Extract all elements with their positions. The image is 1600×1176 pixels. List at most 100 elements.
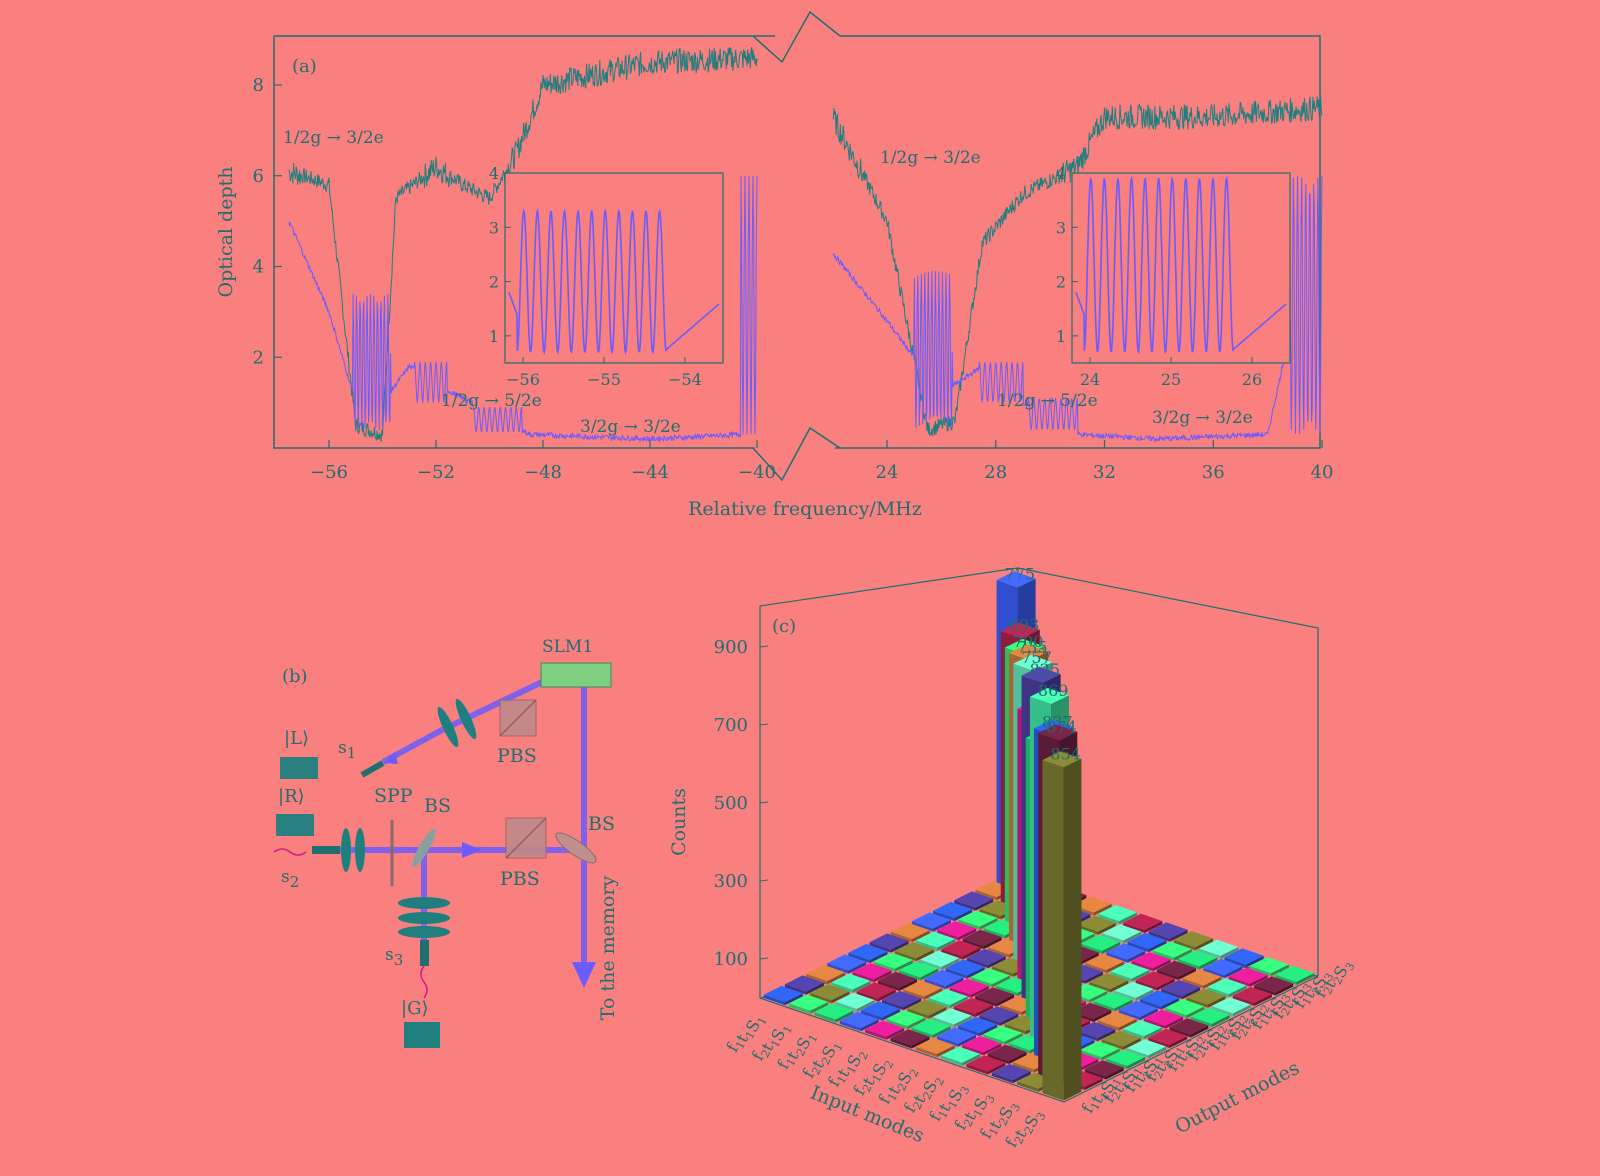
annotation-right-top: 1/2g → 3/2e	[880, 148, 981, 168]
x-tick-label: −48	[524, 462, 562, 483]
panel-c-label: (c)	[772, 616, 796, 637]
series-line	[832, 94, 1323, 437]
bar-offdiagonal	[877, 971, 917, 991]
bar-offdiagonal	[916, 931, 956, 951]
bar-offdiagonal	[860, 1001, 900, 1021]
bar-offdiagonal	[1249, 957, 1289, 977]
panel-b-label: (b)	[282, 666, 308, 687]
x-axis-title: Relative frequency/MHz	[688, 498, 922, 520]
bar-offdiagonal	[814, 1003, 854, 1023]
beam-s1	[381, 669, 587, 970]
bar-offdiagonal	[941, 1046, 981, 1066]
ket-R: |R⟩	[278, 786, 305, 807]
bar-value-label: 735	[1017, 637, 1048, 656]
input-mode-label: f2t2S3	[1001, 1102, 1048, 1155]
bar-offdiagonal	[1122, 1020, 1162, 1040]
bar-offdiagonal	[949, 978, 989, 998]
lens-icon	[398, 912, 450, 924]
lens-icon	[341, 828, 351, 872]
bar-offdiagonal	[890, 1029, 930, 1049]
z-axis-title: Counts	[668, 788, 690, 856]
bar-offdiagonal	[894, 942, 934, 962]
bar-offdiagonal	[911, 1018, 951, 1038]
bar-offdiagonal	[1101, 1030, 1141, 1050]
y-tick-label: 8	[253, 75, 264, 96]
spp-label: SPP	[374, 785, 413, 807]
bar-offdiagonal	[1085, 953, 1125, 974]
series-line	[288, 47, 758, 442]
bar-value-label: 757	[1021, 648, 1052, 667]
bar-offdiagonal	[1080, 1041, 1120, 1061]
bar-offdiagonal	[1275, 965, 1315, 985]
bar-offdiagonal	[873, 952, 913, 972]
bar-offdiagonal	[827, 954, 867, 974]
x-tick-label: −52	[417, 462, 455, 483]
input-mode-label: f2t2S1	[799, 1033, 846, 1086]
output-mode-label: f2t2S1	[1141, 1037, 1188, 1090]
bar-offdiagonal	[1135, 971, 1175, 991]
bar-offdiagonal	[890, 922, 930, 943]
annotation-left-top: 1/2g → 3/2e	[283, 128, 384, 148]
bar-value-label: 854	[1050, 744, 1081, 763]
bar-offdiagonal	[936, 1027, 976, 1047]
bar-offdiagonal	[903, 980, 943, 1000]
ket-G: |G⟩	[401, 998, 428, 1019]
bar-offdiagonal	[979, 1006, 1019, 1026]
bar-offdiagonal	[1254, 976, 1294, 996]
bar-offdiagonal	[852, 963, 892, 983]
bs-left-device	[412, 828, 436, 868]
bar-offdiagonal	[1144, 1009, 1184, 1029]
bar-offdiagonal	[1228, 967, 1268, 987]
bar-offdiagonal	[1106, 943, 1146, 963]
bar-offdiagonal	[941, 940, 981, 960]
axis-break-bottom	[752, 426, 841, 482]
x-tick-label: 24	[876, 462, 899, 483]
bar-offdiagonal	[991, 1063, 1031, 1084]
annotation-right-mid: 1/2g → 5/2e	[997, 391, 1098, 411]
bar-offdiagonal	[987, 1044, 1027, 1064]
bar-offdiagonal	[869, 933, 909, 953]
bar-offdiagonal	[1093, 992, 1133, 1012]
lens-icon	[398, 926, 450, 938]
y-tick-label: 6	[253, 166, 264, 187]
bar-offdiagonal	[1182, 969, 1222, 989]
bar-offdiagonal	[1165, 999, 1205, 1019]
bar-offdiagonal	[928, 989, 968, 1009]
inset-series-line	[1075, 175, 1287, 355]
bar-offdiagonal	[933, 901, 973, 922]
bar-offdiagonal	[1084, 1060, 1124, 1080]
bar-value-label: 837	[1042, 713, 1073, 732]
mode-G-swatch	[404, 1022, 440, 1048]
inset-y-label: 4	[489, 164, 499, 183]
output-mode-label: f2t1S3	[1268, 974, 1315, 1027]
bar-diagonal	[1042, 751, 1082, 1101]
bar-offdiagonal	[1207, 978, 1247, 998]
bar-offdiagonal	[1089, 973, 1129, 993]
bar-offdiagonal	[954, 891, 994, 911]
bar-offdiagonal	[1173, 931, 1213, 951]
inset-x-label: 26	[1242, 370, 1262, 389]
z-tick-label: 500	[714, 793, 748, 814]
bar-offdiagonal	[958, 1016, 998, 1037]
x-tick-label: −56	[310, 462, 348, 483]
output-mode-label: f1t1S2	[1162, 1026, 1209, 1079]
bar-offdiagonal	[975, 987, 1015, 1007]
y-tick-label: 4	[253, 257, 264, 278]
slm1-label: SLM1	[542, 637, 593, 657]
bar-offdiagonal	[882, 990, 922, 1011]
bar-value-label: 775	[1005, 564, 1036, 583]
bs-right-device	[555, 832, 597, 864]
bar-offdiagonal	[962, 1036, 1002, 1056]
y-tick-label: 2	[253, 347, 264, 368]
bar-offdiagonal	[966, 1055, 1006, 1075]
bar-offdiagonal	[958, 910, 998, 930]
inset-left: 1 2 3 4 −56 −55 −54	[489, 164, 724, 389]
bar-value-label: 700	[1013, 632, 1044, 651]
bar-offdiagonal	[1156, 960, 1196, 980]
bar-value-label: 825	[1030, 660, 1061, 679]
arrow-s1-icon	[384, 752, 398, 764]
bs-left-label: BS	[424, 795, 451, 817]
x-tick-label: 32	[1093, 462, 1116, 483]
bar-offdiagonal	[1152, 941, 1192, 961]
